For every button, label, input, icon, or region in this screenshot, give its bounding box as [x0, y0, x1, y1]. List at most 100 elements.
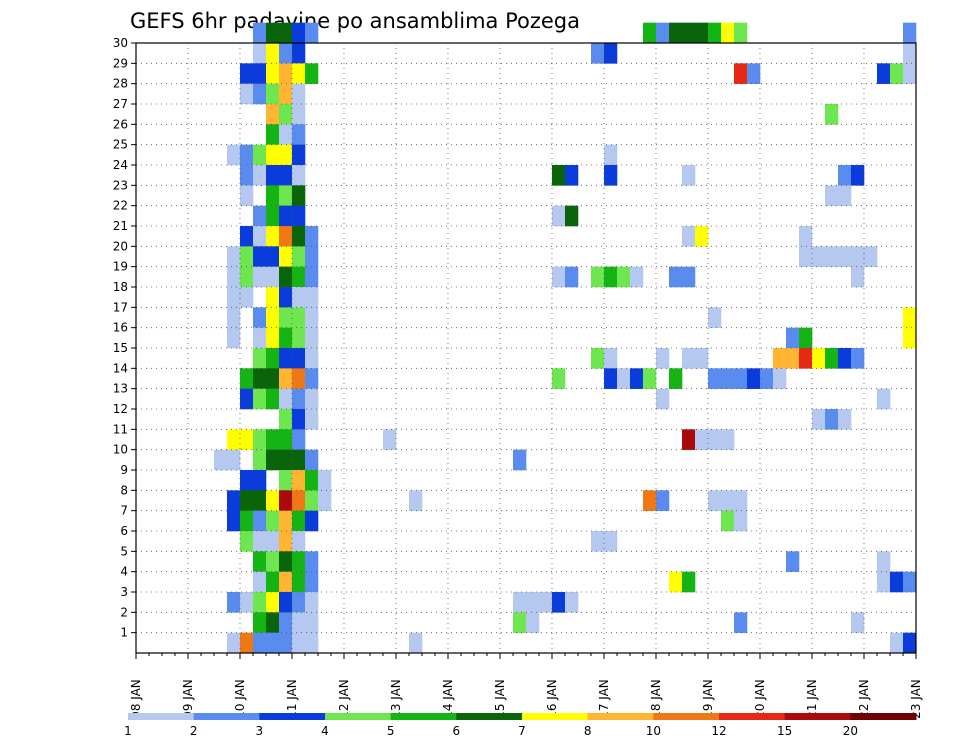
- heatmap-cell: [565, 592, 579, 613]
- heatmap-cell: [279, 551, 293, 572]
- heatmap-cell: [305, 449, 319, 471]
- heatmap-cell: [305, 510, 319, 532]
- heatmap-cell: [253, 592, 267, 613]
- heatmap-cell: [591, 531, 605, 552]
- heatmap-cell: [240, 592, 254, 613]
- legend-label: 2: [190, 724, 198, 738]
- heatmap-cell: [682, 22, 696, 44]
- heatmap-cell: [305, 348, 319, 369]
- heatmap-cell: [279, 205, 293, 227]
- heatmap-cell: [409, 490, 423, 511]
- x-tick-label: 10 JAN: [233, 679, 247, 719]
- heatmap-cell: [279, 43, 293, 64]
- heatmap-cell: [643, 368, 657, 389]
- heatmap-cell: [279, 571, 293, 593]
- color-legend: 1 2 3 4 5 6 7 8 10 12 15 20: [124, 713, 917, 738]
- y-tick-label: 22: [113, 199, 128, 213]
- heatmap-cell: [630, 266, 644, 288]
- heatmap-cell: [240, 246, 254, 267]
- heatmap-cell: [669, 571, 683, 593]
- heatmap-cell: [552, 165, 566, 186]
- heatmap-cell: [227, 246, 241, 267]
- legend-label: 3: [256, 724, 264, 738]
- heatmap-cell: [877, 388, 891, 410]
- heatmap-cell: [292, 490, 306, 511]
- heatmap-cell: [253, 226, 267, 247]
- heatmap-cell: [656, 388, 670, 410]
- heatmap-cell: [279, 510, 293, 532]
- x-tick-label: 08 JAN: [129, 679, 143, 719]
- heatmap-cell: [799, 226, 813, 247]
- heatmap-cell: [266, 490, 280, 511]
- legend-label: 15: [777, 724, 792, 738]
- heatmap-cell: [669, 368, 683, 389]
- heatmap-cell: [643, 490, 657, 511]
- heatmap-cell: [253, 510, 267, 532]
- heatmap-cell: [253, 449, 267, 471]
- y-tick-label: 12: [113, 402, 128, 416]
- legend-label: 1: [124, 724, 132, 738]
- heatmap-cell: [292, 571, 306, 593]
- heatmap-cell: [721, 368, 735, 389]
- heatmap-cell: [292, 287, 306, 308]
- y-tick-label: 25: [113, 138, 128, 152]
- heatmap-cell: [708, 490, 722, 511]
- heatmap-cell: [240, 185, 254, 206]
- heatmap-cell: [305, 551, 319, 572]
- heatmap-cell: [266, 144, 280, 166]
- heatmap-cell: [747, 63, 761, 84]
- heatmap-cell: [604, 165, 618, 186]
- legend-swatch: [390, 713, 457, 720]
- heatmap-cell: [318, 490, 332, 511]
- heatmap-cell: [279, 226, 293, 247]
- heatmap-cell: [292, 104, 306, 125]
- heatmap-cell: [409, 632, 423, 654]
- x-tick-label: 12 JAN: [337, 679, 351, 719]
- y-tick-label: 6: [120, 524, 128, 538]
- heatmap-cell: [305, 571, 319, 593]
- heatmap-cell: [812, 409, 826, 430]
- heatmap-cell: [305, 327, 319, 349]
- heatmap-cell: [812, 348, 826, 369]
- heatmap-cell: [292, 165, 306, 186]
- y-tick-label: 4: [120, 565, 128, 579]
- heatmap-cell: [240, 287, 254, 308]
- heatmap-cell: [513, 592, 527, 613]
- heatmap-cell: [695, 226, 709, 247]
- heatmap-cell: [552, 266, 566, 288]
- heatmap-cell: [591, 266, 605, 288]
- heatmap-cell: [903, 632, 917, 654]
- heatmap-cell: [708, 307, 722, 328]
- heatmap-cell: [266, 368, 280, 389]
- x-tick-label: 23 JAN: [909, 679, 923, 719]
- heatmap-cell: [253, 22, 267, 44]
- heatmap-cell: [539, 592, 553, 613]
- heatmap-cell: [292, 124, 306, 145]
- legend-label: 20: [843, 724, 858, 738]
- heatmap-cell: [292, 429, 306, 450]
- x-tick-label: 22 JAN: [857, 679, 871, 719]
- heatmap-cell: [292, 185, 306, 206]
- heatmap-cell: [305, 266, 319, 288]
- y-tick-label: 18: [113, 280, 128, 294]
- heatmap-cell: [799, 327, 813, 349]
- heatmap-cell: [253, 63, 267, 84]
- heatmap-cell: [838, 185, 852, 206]
- y-tick-label: 28: [113, 77, 128, 91]
- heatmap-cell: [240, 165, 254, 186]
- heatmap-cell: [227, 266, 241, 288]
- legend-swatch: [193, 713, 260, 720]
- heatmap-cell: [721, 510, 735, 532]
- y-tick-label: 3: [120, 585, 128, 599]
- legend-label: 10: [646, 724, 661, 738]
- y-tick-label: 15: [113, 341, 128, 355]
- heatmap-cell: [513, 449, 527, 471]
- heatmap-cell: [227, 287, 241, 308]
- heatmap-cell: [279, 124, 293, 145]
- y-tick-label: 23: [113, 178, 128, 192]
- heatmap-cell: [305, 490, 319, 511]
- heatmap-cell: [682, 571, 696, 593]
- heatmap-cell: [591, 348, 605, 369]
- heatmap-cell: [292, 612, 306, 633]
- heatmap-cell: [266, 327, 280, 349]
